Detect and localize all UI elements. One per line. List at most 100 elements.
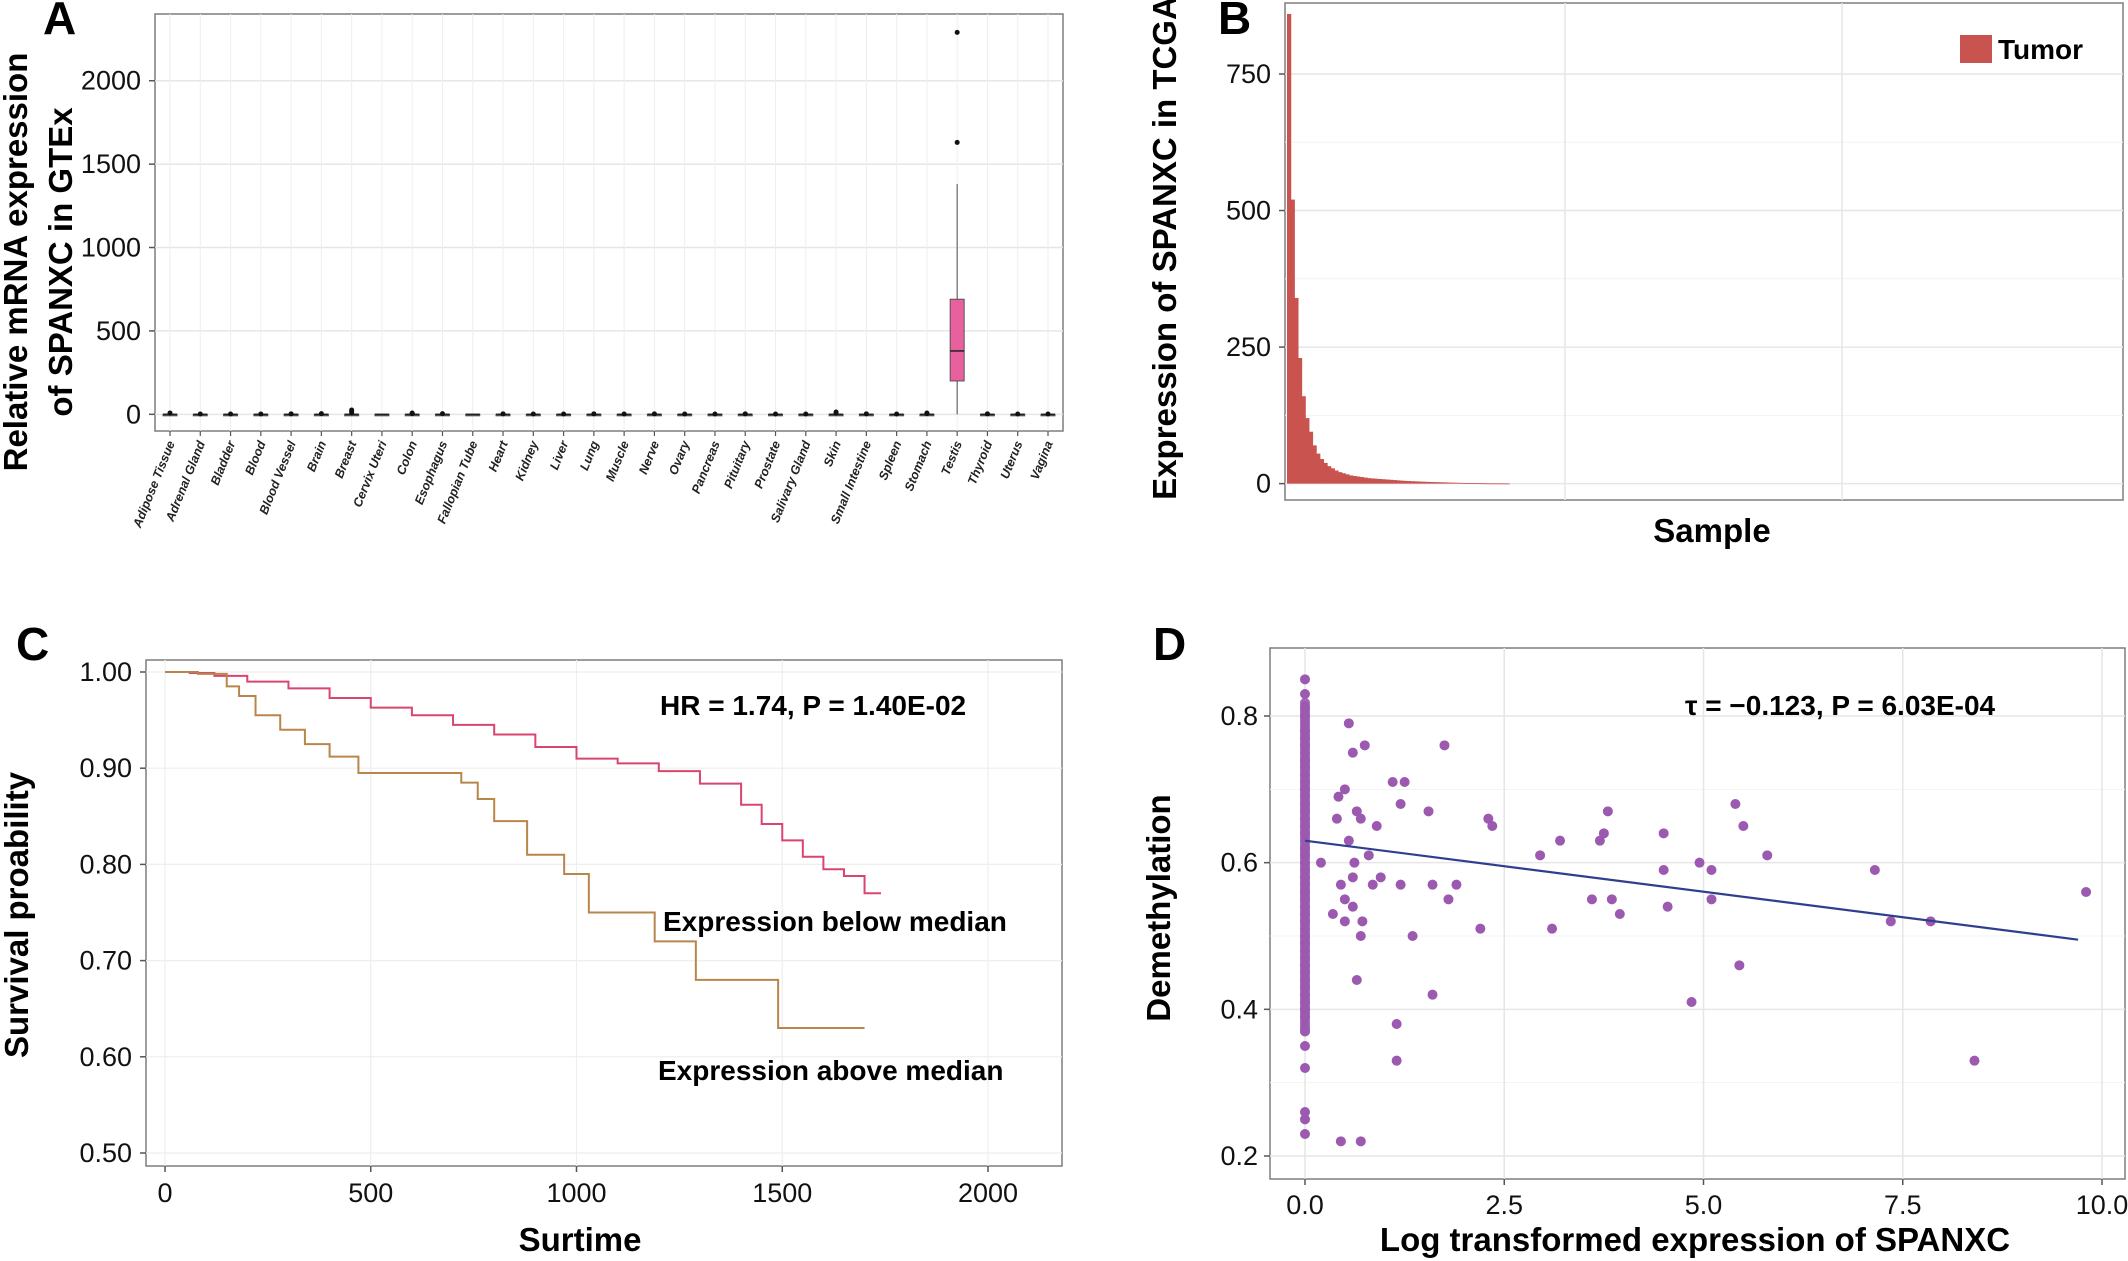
panel-b-bar — [1436, 482, 1441, 484]
panel-d-point — [1300, 960, 1310, 971]
panel-b-bar — [1407, 481, 1412, 484]
panel-d-point — [1300, 953, 1310, 963]
panel-b-barplot: 0 250 500 750 Tumor Sample Expression of SP… — [1146, 0, 2124, 549]
panel-d-regression — [1304, 839, 2079, 941]
panel-a-xtick-label-liver: Liver — [547, 438, 572, 472]
panel-d-point — [1355, 931, 1366, 941]
panel-b-bar — [1501, 483, 1506, 485]
panel-b-bar — [1337, 472, 1343, 484]
panel-d-point — [1343, 835, 1354, 846]
panel-d-y-axis-title: Demethylation — [1140, 794, 1177, 1021]
panel-b-bar — [1370, 478, 1375, 484]
panel-d-point — [1300, 865, 1310, 875]
box-outlier-liver — [561, 411, 567, 417]
box-outlier-heart — [500, 411, 506, 417]
panel-d-y-ticks: 0.2 0.4 0.6 0.8 — [1220, 701, 1270, 1171]
panel-d-point — [1300, 872, 1310, 883]
panel-d-point — [1300, 923, 1310, 934]
panel-d-point — [1300, 945, 1310, 956]
panel-c-ytick-label: 0.90 — [79, 753, 132, 783]
panel-d-point — [1300, 689, 1310, 699]
box-body-testis — [949, 298, 965, 382]
panel-d-point — [1730, 799, 1741, 809]
panel-a-xtick-label-blood: Blood — [242, 439, 268, 477]
panel-d-point — [1300, 733, 1310, 743]
panel-d-point — [1347, 747, 1358, 758]
panel-d-point — [1300, 762, 1310, 773]
panel-b-ytick-label: 250 — [1226, 332, 1271, 362]
box-outlier-lung — [591, 411, 597, 417]
panel-c-ytick-label: 0.80 — [79, 849, 132, 879]
panel-a-ytick-label: 1000 — [81, 233, 141, 263]
panel-d-ytick-label: 0.4 — [1220, 994, 1258, 1024]
panel-d-point — [1395, 879, 1406, 890]
panel-d-point — [1706, 894, 1717, 905]
panel-b-bar — [1479, 483, 1485, 485]
panel-d-point — [1300, 1114, 1310, 1125]
panel-d-point — [1300, 967, 1310, 978]
panel-b-bars — [1287, 13, 1510, 485]
panel-d-point — [1869, 865, 1880, 875]
panel-d-point — [1555, 835, 1566, 846]
panel-d-point — [1391, 1055, 1402, 1066]
panel-b-bar — [1356, 476, 1361, 484]
panel-b-bar — [1472, 483, 1477, 484]
panel-d-point — [1300, 938, 1310, 949]
panel-c-x-ticks: 0 500 1000 1500 2000 — [157, 1166, 1018, 1208]
panel-c-ytick-label: 0.60 — [79, 1042, 132, 1072]
panel-d-point — [1300, 975, 1310, 985]
panel-c-ytick-label: 0.70 — [79, 946, 132, 976]
box-outlier-blood-vessel — [288, 411, 294, 417]
panel-c-xtick-label: 1000 — [546, 1178, 606, 1208]
panel-a-xtick-label-nerve: Nerve — [636, 439, 662, 477]
panel-d-point — [1300, 674, 1310, 685]
panel-d-scatter: 0.0 2.5 5.0 7.5 10.0 0.2 0.4 0.6 0.8 τ = −0.123… — [1140, 647, 2128, 1258]
panel-c-xtick-label: 2000 — [958, 1178, 1018, 1208]
panel-c-y-axis-title: Survival proability — [0, 771, 35, 1058]
panel-b-bar — [1359, 477, 1365, 484]
panel-d-point — [1586, 894, 1597, 905]
panel-d-point — [1343, 718, 1354, 729]
panel-d-point — [1371, 821, 1382, 831]
panel-d-x-ticks: 0.0 2.5 5.0 7.5 10.0 — [1286, 1179, 2128, 1220]
panel-d-regression-line — [1304, 839, 2079, 941]
panel-b-bar — [1301, 396, 1306, 484]
panel-a-y-ticks: 0 500 1000 1500 2000 — [81, 66, 155, 429]
panel-d-xtick-label: 7.5 — [1884, 1190, 1922, 1220]
panel-d-point — [1300, 821, 1310, 831]
panel-d-point — [1300, 1026, 1310, 1037]
box-outlier-pituitary — [742, 411, 748, 417]
box-outlier-colon — [409, 410, 415, 416]
panel-d-point — [1300, 989, 1310, 1000]
box-outlier-blood — [258, 411, 264, 417]
panel-d-point — [1300, 755, 1310, 765]
panel-d-xtick-label: 10.0 — [2076, 1190, 2128, 1220]
panel-b-ytick-label: 500 — [1226, 196, 1271, 226]
panel-d-point — [1300, 806, 1310, 817]
panel-d-point — [1300, 1041, 1310, 1051]
panel-d-point — [1300, 1129, 1310, 1139]
panel-b-ytick-label: 0 — [1256, 469, 1271, 499]
panel-d-point — [1734, 960, 1745, 971]
panel-b-bar — [1352, 475, 1357, 484]
box-outlier-salivary-gland — [803, 411, 809, 417]
box-outlier-ovary — [682, 411, 688, 417]
box-outlier-testis — [954, 29, 960, 35]
box-outlier-esophagus — [439, 411, 445, 417]
panel-c-y-ticks: 0.50 0.60 0.70 0.80 0.90 1.00 — [79, 657, 146, 1168]
panel-c-lines — [165, 671, 882, 1029]
panel-d-point — [1762, 850, 1773, 861]
panel-b-bar — [1388, 479, 1394, 484]
panel-d-xtick-label: 2.5 — [1485, 1190, 1523, 1220]
panel-a-ytick-label: 2000 — [81, 66, 141, 96]
panel-d-point — [1349, 857, 1360, 868]
panel-b-bar — [1410, 481, 1415, 484]
panel-d-point — [1387, 777, 1398, 787]
panel-d-point — [1359, 740, 1370, 751]
panel-d-ytick-label: 0.8 — [1220, 701, 1258, 731]
panel-label-a: A — [43, 0, 76, 44]
panel-c-ytick-label: 0.50 — [79, 1138, 132, 1168]
panel-b-bar — [1363, 477, 1368, 484]
panel-b-bar — [1345, 474, 1350, 484]
panel-d-point — [1331, 813, 1342, 824]
